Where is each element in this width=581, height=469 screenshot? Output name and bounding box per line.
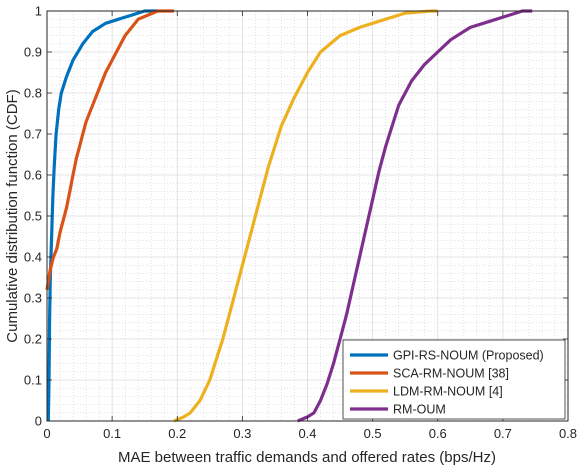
series-line-3	[173, 9, 438, 423]
tick-marks	[46, 10, 569, 422]
x-axis-label: MAE between traffic demands and offered …	[118, 449, 496, 466]
legend: GPI-RS-NOUM (Proposed) SCA-RM-NOUM [38] LD…	[342, 339, 566, 420]
legend-label-4: RM-OUM	[393, 403, 446, 417]
x-tick-label: 0.1	[103, 426, 121, 441]
y-axis-label: Cumulative distribution function (CDF)	[4, 89, 21, 342]
x-tick-label: 0.2	[168, 426, 186, 441]
y-tick-label: 0.2	[24, 332, 42, 347]
legend-label-2: SCA-RM-NOUM [38]	[393, 367, 509, 381]
y-tick-label: 0.6	[24, 168, 42, 183]
y-tick-label: 0.1	[24, 373, 42, 388]
legend-label-3: LDM-RM-NOUM [4]	[393, 385, 503, 399]
y-tick-labels: 0 0.1 0.2 0.3 0.4 0.5 0.6 0.7 0.8 0.9 1	[24, 4, 42, 429]
x-tick-label: 0.4	[298, 426, 316, 441]
y-tick-label: 0.9	[24, 45, 42, 60]
y-tick-label: 0.7	[24, 127, 42, 142]
legend-box	[342, 339, 566, 420]
y-tick-label: 1	[35, 4, 42, 19]
y-tick-label: 0	[35, 414, 42, 429]
series-layer	[45, 9, 533, 423]
y-tick-label: 0.8	[24, 86, 42, 101]
series-line-4	[297, 9, 533, 423]
x-tick-label: 0.8	[559, 426, 577, 441]
x-tick-label: 0.3	[233, 426, 251, 441]
y-tick-label: 0.3	[24, 291, 42, 306]
x-tick-label: 0.6	[429, 426, 447, 441]
x-tick-label: 0	[43, 426, 50, 441]
x-tick-labels: 0 0.1 0.2 0.3 0.4 0.5 0.6 0.7 0.8	[43, 426, 577, 441]
x-tick-label: 0.7	[494, 426, 512, 441]
x-tick-label: 0.5	[364, 426, 382, 441]
legend-label-1: GPI-RS-NOUM (Proposed)	[393, 349, 544, 363]
series-line-2	[45, 9, 174, 291]
y-tick-label: 0.5	[24, 209, 42, 224]
y-tick-label: 0.4	[24, 250, 42, 265]
